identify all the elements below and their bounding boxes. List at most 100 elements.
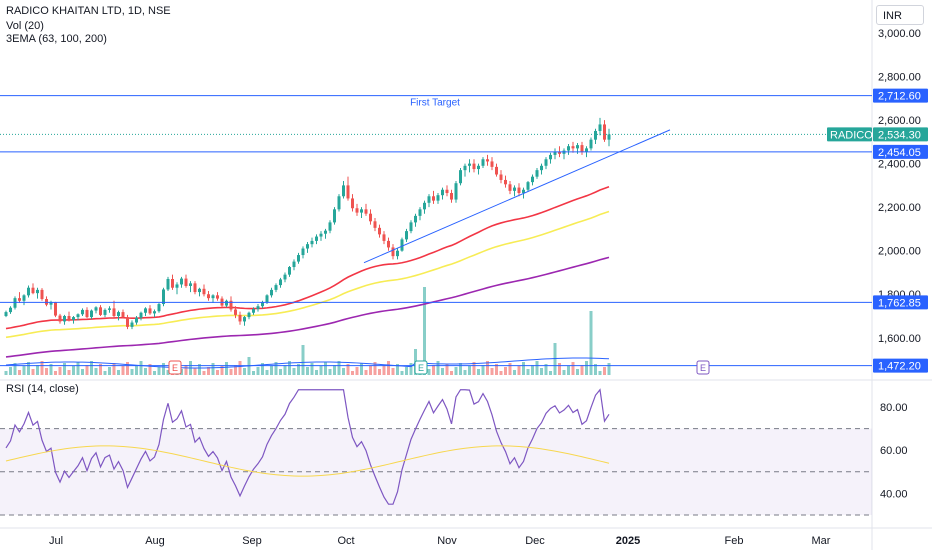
price-label-text: 2,454.05 (878, 147, 921, 159)
time-axis-label: Sep (242, 535, 262, 547)
currency-selector[interactable]: INR (876, 5, 924, 25)
candle-body (576, 145, 579, 149)
candle-body (270, 289, 273, 296)
candle-body (252, 309, 255, 313)
candle-body (297, 255, 300, 262)
volume-bar (562, 370, 566, 375)
price-label-box (873, 358, 928, 373)
candle-body (130, 322, 134, 327)
volume-bar (292, 368, 296, 375)
candle-body (148, 308, 152, 314)
candle-body (247, 312, 251, 318)
volume-bar (76, 362, 80, 375)
rsi-tick-label: 60.00 (880, 445, 908, 457)
volume-bar (585, 361, 588, 375)
candle-body (589, 139, 593, 149)
volume-bar (580, 365, 584, 375)
candle-body (319, 233, 323, 237)
candle-body (378, 227, 381, 235)
volume-bar (193, 368, 197, 375)
candle-body (382, 234, 386, 241)
price-label-tag: 2,534.30 RADICO (827, 127, 928, 142)
candle-body (360, 209, 363, 213)
candle-body (310, 240, 314, 245)
candle-body (36, 289, 39, 294)
volume-bar (121, 366, 125, 375)
candle-body (603, 124, 606, 140)
volume-bar (229, 369, 233, 375)
candle-body (373, 221, 377, 228)
candle-body (468, 163, 471, 166)
candle-body (432, 196, 435, 201)
volume-bar (544, 364, 548, 375)
volume-bar (166, 370, 170, 375)
volume-bar (355, 367, 359, 375)
candle-body (99, 307, 102, 315)
ema-63-line (5, 185, 610, 330)
volume-bar (310, 363, 314, 375)
candle-body (472, 163, 476, 170)
candle-body (522, 189, 525, 194)
candle-body (504, 179, 507, 185)
volume-bar (409, 363, 413, 375)
price-label-text: 1,472.20 (878, 361, 921, 373)
candle-body (436, 195, 440, 201)
time-axis-label: Aug (145, 535, 165, 547)
candle-body (571, 146, 575, 149)
volume-bar (207, 367, 210, 375)
volume-bar (508, 363, 512, 375)
volume-bar (252, 371, 255, 375)
candle-body (328, 222, 332, 231)
candle-body (306, 244, 309, 249)
candle-body (243, 317, 246, 322)
price-label-box (873, 88, 928, 103)
volume-bar (571, 362, 575, 375)
volume-bar (103, 371, 107, 375)
candle-body (265, 295, 269, 303)
volume-bar (81, 369, 84, 375)
volume-bar (531, 365, 534, 375)
candle-body (121, 312, 125, 318)
price-label-tag: 1,472.20 (873, 358, 928, 373)
price-tick-label: 2,800.00 (878, 72, 921, 84)
volume-bar (198, 364, 201, 375)
rsi-legend[interactable]: RSI (14, close) (6, 383, 79, 395)
candle-body (450, 193, 453, 200)
volume-bar (558, 363, 561, 375)
volume-bar (472, 362, 476, 375)
volume-bar (184, 365, 188, 375)
volume-legend[interactable]: Vol (20) (6, 20, 44, 32)
candle-body (144, 308, 147, 313)
volume-bar (49, 364, 53, 375)
volume-bar (445, 364, 449, 375)
volume-bar (238, 361, 242, 375)
ema-100-line (5, 210, 610, 339)
candle-body (364, 209, 368, 214)
candle-body (4, 312, 8, 317)
volume-bar (553, 343, 557, 375)
price-label-tag: 2,454.05 (873, 144, 928, 159)
ema-legend[interactable]: 3EMA (63, 100, 200) (6, 33, 107, 45)
volume-bar (346, 364, 350, 375)
volume-bar (135, 365, 138, 375)
candle-body (346, 185, 350, 199)
candle-body (193, 283, 197, 293)
candle-body (558, 151, 561, 154)
volume-bar (576, 369, 579, 375)
candle-body (49, 302, 53, 305)
candle-body (198, 288, 201, 293)
volume-bar (63, 363, 66, 375)
volume-bar (279, 369, 282, 375)
candle-body (238, 314, 242, 322)
event-marker-label: E (172, 363, 178, 373)
time-axis-label: Oct (337, 535, 354, 547)
rsi-tick-label: 80.00 (880, 402, 908, 414)
volume-bar (22, 366, 26, 375)
volume-bar (211, 363, 215, 375)
candle-body (76, 314, 80, 318)
candle-body (202, 288, 206, 295)
candle-body (85, 309, 89, 318)
volume-bar (373, 362, 377, 375)
volume-bar (319, 366, 323, 375)
